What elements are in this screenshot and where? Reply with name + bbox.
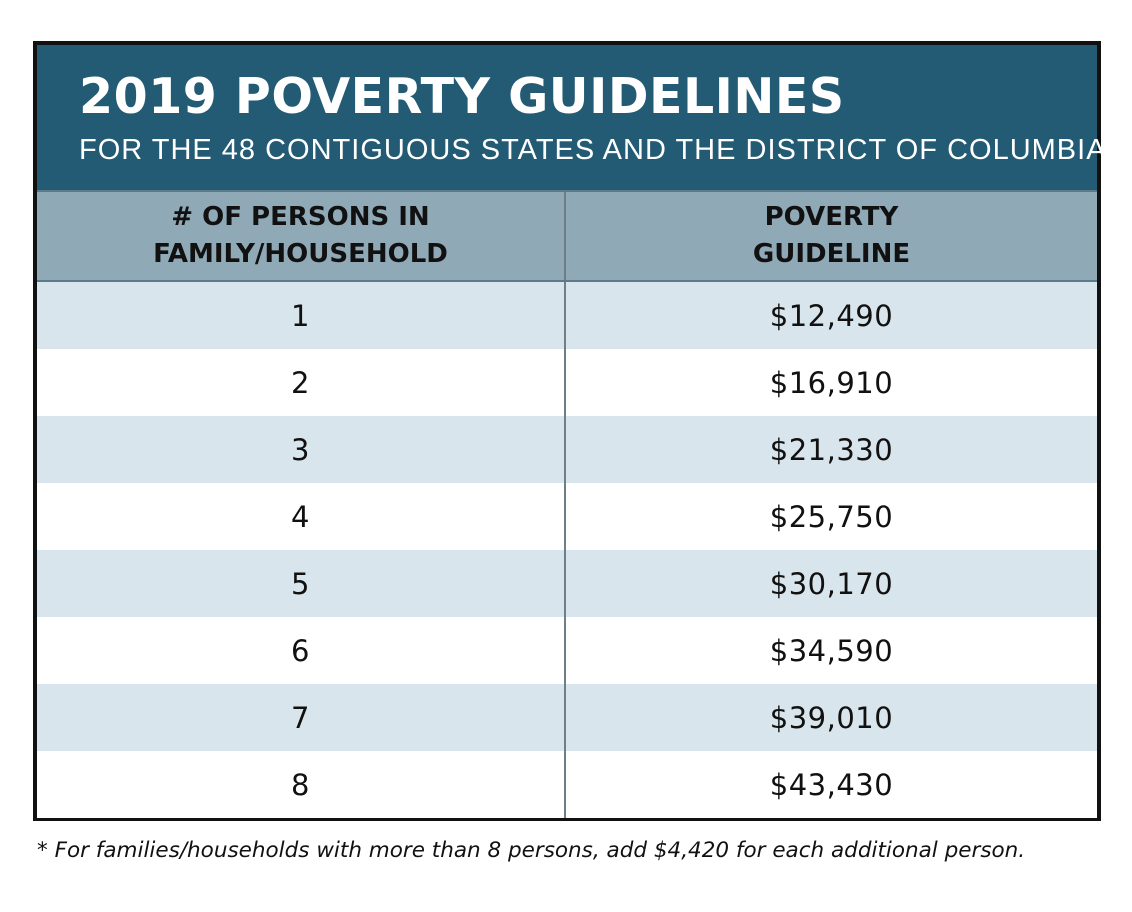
persons-cell: 3 — [37, 416, 566, 483]
table-row: 2 $16,910 — [37, 349, 1097, 416]
table-row: 1 $12,490 — [37, 282, 1097, 349]
persons-cell: 7 — [37, 684, 566, 751]
table-row: 8 $43,430 — [37, 751, 1097, 818]
column-header-guideline: POVERTY GUIDELINE — [566, 192, 1097, 280]
persons-cell: 6 — [37, 617, 566, 684]
guideline-cell: $39,010 — [769, 700, 894, 735]
poverty-guidelines-card: 2019 POVERTY GUIDELINES FOR THE 48 CONTI… — [33, 41, 1106, 821]
table-row: 6 $34,590 — [37, 617, 1097, 684]
title-banner: 2019 POVERTY GUIDELINES FOR THE 48 CONTI… — [37, 45, 1106, 190]
persons-cell: 8 — [37, 751, 566, 818]
table-row: 4 $25,750 — [37, 483, 1097, 550]
column-header-persons-line2: FAMILY/HOUSEHOLD — [153, 239, 448, 269]
footnote: * For families/households with more than… — [37, 838, 1026, 863]
persons-cell: 5 — [37, 550, 566, 617]
column-header-persons: # OF PERSONS IN FAMILY/HOUSEHOLD — [37, 192, 566, 280]
column-header-guideline-line1: POVERTY — [764, 202, 899, 232]
table-header-row: # OF PERSONS IN FAMILY/HOUSEHOLD POVERTY… — [37, 190, 1097, 282]
column-header-guideline-line2: GUIDELINE — [752, 239, 911, 269]
guideline-cell: $16,910 — [769, 365, 894, 400]
guideline-cell: $25,750 — [769, 499, 894, 534]
column-header-persons-line1: # OF PERSONS IN — [171, 202, 430, 232]
table-row: 7 $39,010 — [37, 684, 1097, 751]
guideline-cell: $21,330 — [769, 432, 894, 467]
table-body: 1 $12,490 2 $16,910 3 $21,330 4 $25,750 … — [37, 282, 1097, 818]
guideline-cell: $12,490 — [769, 298, 894, 333]
persons-cell: 4 — [37, 483, 566, 550]
guideline-cell: $34,590 — [769, 633, 894, 668]
persons-cell: 2 — [37, 349, 566, 416]
page-title: 2019 POVERTY GUIDELINES — [79, 68, 845, 125]
guideline-cell: $30,170 — [769, 566, 894, 601]
guideline-cell: $43,430 — [769, 767, 894, 802]
table-row: 3 $21,330 — [37, 416, 1097, 483]
guidelines-table: # OF PERSONS IN FAMILY/HOUSEHOLD POVERTY… — [37, 190, 1097, 818]
table-row: 5 $30,170 — [37, 550, 1097, 617]
page-subtitle: FOR THE 48 CONTIGUOUS STATES AND THE DIS… — [79, 134, 1107, 166]
persons-cell: 1 — [37, 282, 566, 349]
